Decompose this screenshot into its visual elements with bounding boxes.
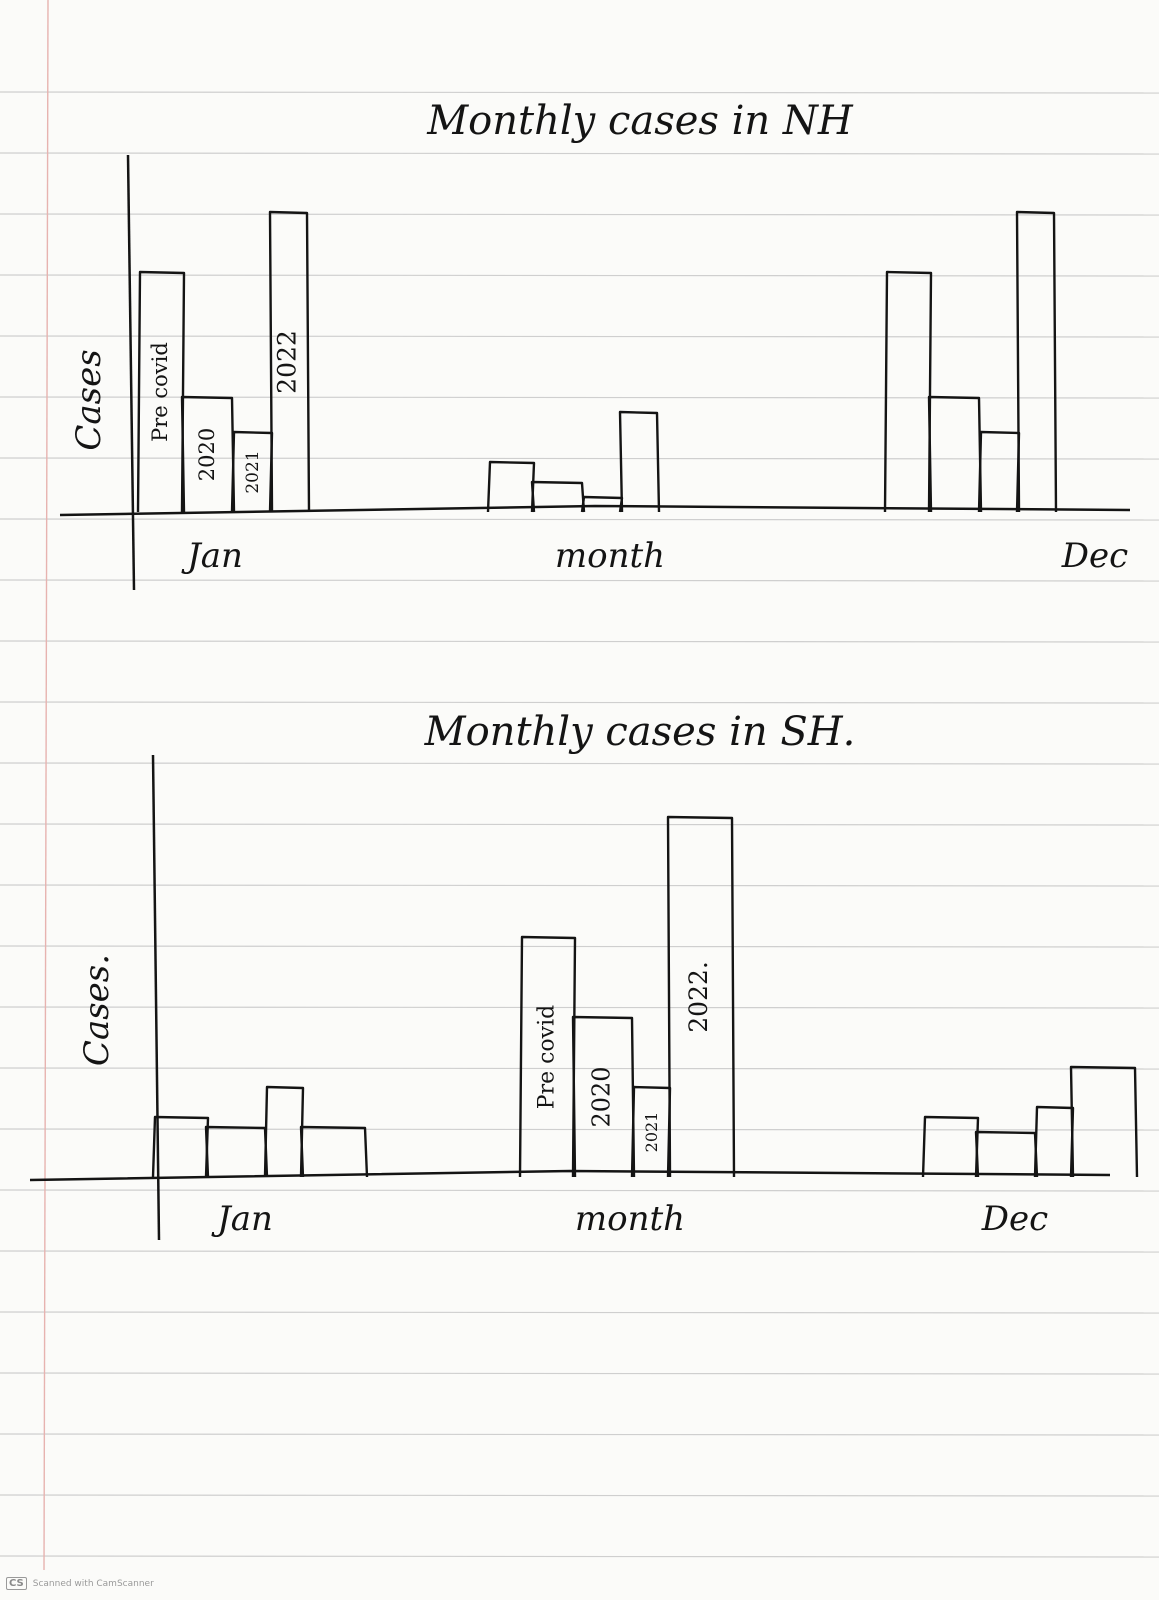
bar	[580, 495, 624, 513]
ruled-line	[0, 823, 1159, 826]
bar-label: 2021	[642, 1112, 661, 1153]
ruled-line	[0, 1250, 1159, 1253]
ruled-line	[0, 1067, 1159, 1070]
bar	[299, 1125, 369, 1178]
charts-layer: Monthly cases in NH Cases Jan month Dec Pre c…	[29, 98, 1139, 1241]
y-axis-label: Cases	[69, 349, 109, 450]
ruled-line	[0, 1372, 1159, 1375]
x-tick-label: Jan	[181, 536, 243, 576]
bar	[974, 1130, 1039, 1178]
ruled-line	[0, 1189, 1159, 1192]
y-axis-label: Cases.	[77, 954, 117, 1066]
bar	[204, 1125, 269, 1178]
x-axis	[29, 1169, 1111, 1182]
y-axis	[151, 754, 161, 1241]
ruled-line	[0, 274, 1159, 277]
ruled-line	[0, 396, 1159, 399]
bar	[618, 410, 661, 513]
scanner-footer-text: Scanned with CamScanner	[32, 1578, 154, 1589]
margin-line	[43, 0, 49, 1571]
ruled-line	[0, 1555, 1159, 1558]
x-tick-label: month	[555, 536, 665, 576]
bar-label: 2022.	[684, 961, 713, 1033]
scanner-footer: CS Scanned with CamScanner	[6, 1577, 154, 1590]
ruled-line	[0, 518, 1159, 521]
chart-title: Monthly cases in NH	[426, 98, 854, 144]
x-tick-label: Jan	[211, 1199, 273, 1239]
camscanner-logo-icon: CS	[6, 1577, 27, 1590]
x-tick-label: Dec	[1061, 536, 1128, 576]
ruled-line	[0, 152, 1159, 155]
bar	[977, 430, 1021, 513]
bar-label: 2022	[273, 330, 302, 394]
chart-nh: Monthly cases in NH Cases Jan month Dec Pre c…	[59, 98, 1131, 591]
ruled-line	[0, 213, 1159, 216]
bar	[1033, 1105, 1075, 1178]
x-tick-label: Dec	[981, 1199, 1048, 1239]
ruled-line	[0, 1311, 1159, 1314]
ruled-line	[0, 457, 1159, 460]
ruled-line	[0, 1128, 1159, 1131]
ruled-line	[0, 335, 1159, 338]
bar-label: Pre covid	[148, 342, 172, 442]
ruled-line	[0, 640, 1159, 643]
bar-label: Pre covid	[535, 1005, 560, 1109]
bar	[136, 270, 186, 513]
bar	[268, 210, 311, 513]
ruled-line	[0, 762, 1159, 765]
bar-label: 2021	[243, 450, 263, 493]
chart-title: Monthly cases in SH.	[424, 709, 856, 755]
bar	[486, 460, 536, 513]
ruled-line	[0, 1006, 1159, 1009]
bar	[883, 270, 933, 513]
ruled-line	[0, 579, 1159, 582]
y-axis	[126, 154, 136, 591]
ruled-line	[0, 1494, 1159, 1497]
bar	[151, 1115, 210, 1178]
bar-label: 2020	[588, 1066, 616, 1127]
bar	[666, 815, 736, 1178]
ruled-line	[0, 701, 1159, 704]
ruled-line	[0, 91, 1159, 94]
bar	[263, 1085, 305, 1178]
ruled-line	[0, 945, 1159, 948]
bar	[1069, 1065, 1139, 1178]
x-axis	[59, 504, 1131, 517]
x-tick-label: month	[575, 1199, 685, 1239]
bar	[1015, 210, 1058, 513]
ruled-line	[0, 1433, 1159, 1436]
bar	[927, 395, 983, 513]
ruled-lines	[0, 91, 1159, 1558]
chart-sh: Monthly cases in SH. Cases. Jan month Dec Pre…	[29, 709, 1139, 1241]
bar	[921, 1115, 980, 1178]
ruled-line	[0, 884, 1159, 887]
bar-label: 2020	[195, 428, 219, 481]
